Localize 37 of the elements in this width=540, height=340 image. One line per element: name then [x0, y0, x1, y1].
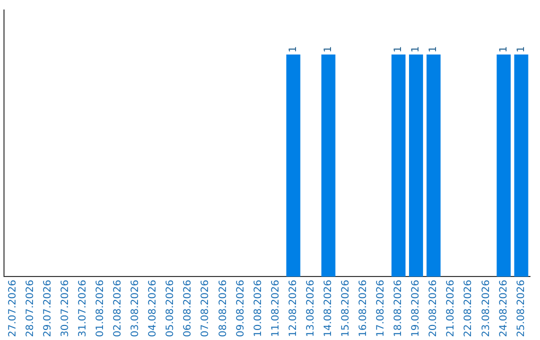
x-tick-label: 16.08.2026	[358, 280, 370, 338]
x-tick-label: 08.08.2026	[218, 280, 229, 338]
x-tick-label: 03.08.2026	[130, 280, 142, 338]
x-tick-label: 02.08.2026	[112, 280, 124, 338]
x-tick-label: 07.08.2026	[200, 280, 212, 338]
x-tick-label: 28.07.2026	[24, 280, 36, 338]
x-tick-label: 25.08.2026	[516, 280, 527, 338]
x-tick-label: 04.08.2026	[148, 280, 159, 338]
data-label: 1	[498, 46, 510, 52]
x-tick-label: 05.08.2026	[165, 280, 176, 338]
x-tick-label: 31.07.2026	[77, 280, 88, 338]
data-label: 1	[288, 46, 299, 52]
x-tick-label: 30.07.2026	[60, 280, 71, 338]
x-tick-label: 24.08.2026	[498, 280, 510, 338]
data-label: 1	[410, 46, 422, 52]
x-tick-label: 29.07.2026	[42, 280, 54, 338]
x-tick-label: 12.08.2026	[288, 280, 299, 338]
x-tick-label: 10.08.2026	[252, 280, 264, 338]
x-tick-label: 22.08.2026	[463, 280, 474, 338]
x-tick-label: 20.08.2026	[428, 280, 440, 338]
x-tick-label: 13.08.2026	[305, 280, 316, 338]
x-tick-label: 06.08.2026	[182, 280, 194, 338]
x-tick-label: 11.08.2026	[270, 280, 282, 338]
x-tick-label: 21.08.2026	[446, 280, 457, 338]
data-label: 1	[393, 46, 404, 52]
x-tick-label: 01.08.2026	[95, 280, 106, 338]
data-label: 1	[428, 46, 440, 52]
x-tick-label: 09.08.2026	[235, 280, 246, 338]
x-tick-label: 27.07.2026	[7, 280, 18, 338]
x-tick-label: 23.08.2026	[480, 280, 492, 338]
x-tick-label: 18.08.2026	[393, 280, 404, 338]
x-tick-label: 14.08.2026	[322, 280, 334, 338]
x-tick-label: 19.08.2026	[410, 280, 422, 338]
data-label: 1	[516, 46, 527, 52]
x-tick-label: 15.08.2026	[340, 280, 352, 338]
x-tick-label: 17.08.2026	[376, 280, 387, 338]
data-label: 1	[322, 46, 334, 52]
